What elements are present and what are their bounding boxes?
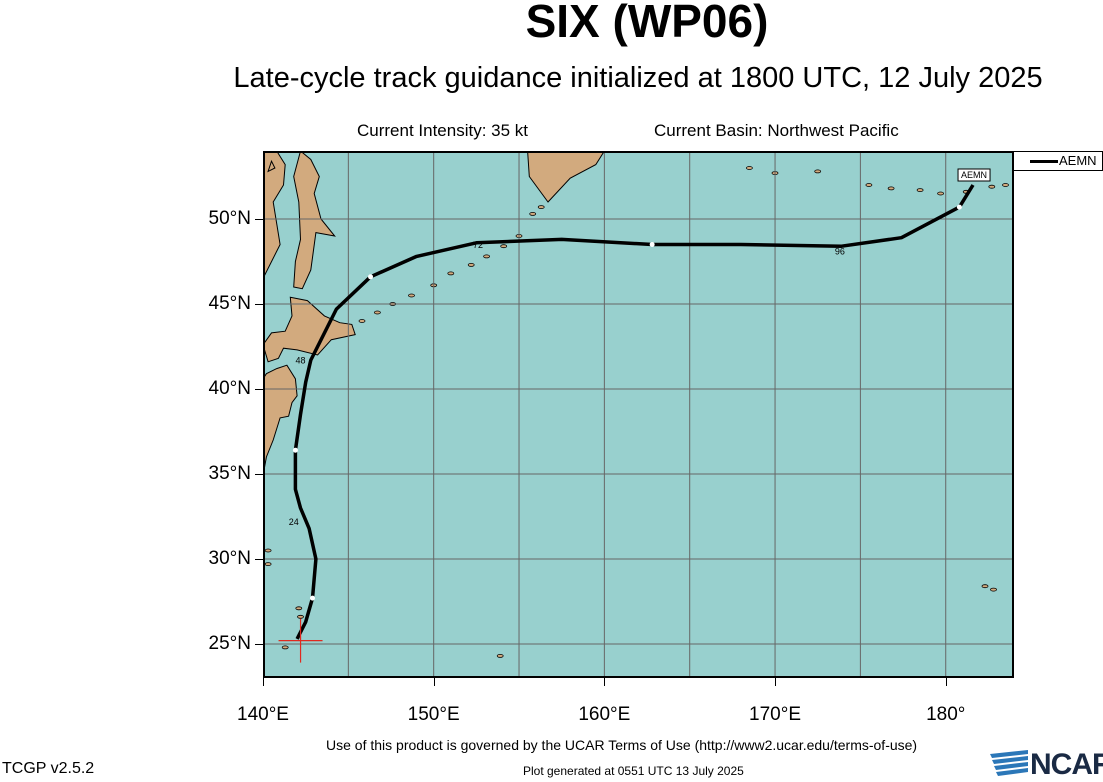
lat-tick-mark: [255, 389, 263, 390]
track-hour-label: 24: [289, 517, 299, 527]
island-16: [865, 183, 873, 187]
lon-tick-label: 150°E: [407, 704, 460, 725]
lat-tick-label: 40°N: [208, 378, 251, 399]
track-line-aemn: [293, 184, 975, 640]
land-mass-2: [263, 296, 356, 363]
lat-tick-mark: [255, 644, 263, 645]
island-18: [916, 188, 924, 192]
lat-tick-label: 50°N: [208, 208, 251, 229]
current-intensity: Current Intensity: 35 kt: [357, 121, 529, 140]
track-hour-label: 72: [473, 240, 483, 250]
lon-tick-label: 180°: [926, 704, 966, 725]
land-mass-3: [293, 151, 336, 290]
lat-tick-mark: [255, 559, 263, 560]
track-map: 24 48 72 96 AEMN: [263, 151, 1014, 678]
plot-generated-time: Plot generated at 0551 UTC 13 July 2025: [523, 764, 744, 778]
island-8: [483, 254, 491, 259]
track-marker: [309, 595, 315, 601]
island-27: [264, 562, 272, 567]
lon-tick-mark: [945, 678, 947, 686]
legend-line-aemn: [1030, 160, 1058, 163]
island-11: [529, 212, 537, 216]
ncar-swoosh-icon: [990, 750, 1028, 776]
track-hour-label: 96: [835, 247, 845, 257]
island-26: [264, 548, 272, 553]
island-23: [297, 614, 304, 619]
track-marker: [956, 204, 962, 210]
legend-label-aemn: AEMN: [1059, 153, 1097, 168]
lat-tick-mark: [255, 474, 263, 475]
island-6: [447, 271, 455, 276]
track-end-label: AEMN: [961, 170, 987, 180]
page-title: SIX (WP06): [525, 0, 769, 47]
track-hour-label: 48: [296, 356, 306, 366]
island-30: [990, 587, 997, 592]
map-frame: [263, 151, 1014, 678]
track-end-label-box: [957, 168, 991, 182]
lon-tick-label: 160°E: [578, 704, 631, 725]
track-marker: [292, 447, 298, 453]
track-marker: [649, 242, 655, 247]
island-4: [408, 293, 415, 298]
lat-tick-mark: [255, 304, 263, 305]
lon-tick-mark: [604, 678, 606, 686]
legend: AEMN: [1013, 151, 1103, 171]
lon-tick-label: 140°E: [237, 704, 289, 725]
island-12: [537, 205, 545, 209]
ncar-logo-text: NCAR: [1030, 748, 1103, 781]
terms-of-use: Use of this product is governed by the U…: [326, 737, 918, 753]
lon-tick-mark: [775, 678, 777, 686]
island-17: [887, 186, 895, 191]
island-1: [358, 319, 366, 323]
lat-tick-label: 45°N: [208, 293, 251, 314]
island-7: [467, 263, 475, 267]
track-marker: [368, 274, 374, 280]
land-mass-4: [527, 151, 605, 203]
version-label: TCGP v2.5.2: [2, 760, 95, 777]
lat-tick-label: 25°N: [208, 633, 251, 654]
page-subtitle: Late-cycle track guidance initialized at…: [233, 62, 1043, 94]
ocean-background: [263, 151, 1014, 678]
island-29: [981, 584, 989, 589]
lat-tick-label: 30°N: [208, 548, 251, 569]
island-22: [1002, 183, 1009, 187]
lon-tick-mark: [263, 678, 264, 686]
island-25: [281, 645, 289, 650]
land-mass-1: [263, 364, 298, 476]
island-21: [988, 184, 996, 189]
island-19: [937, 191, 944, 196]
current-basin: Current Basin: Northwest Pacific: [654, 121, 899, 140]
island-24: [295, 606, 303, 611]
lat-tick-label: 35°N: [208, 463, 251, 484]
island-2: [374, 310, 381, 315]
island-15: [814, 169, 822, 174]
lon-tick-label: 170°E: [749, 704, 802, 725]
island-28: [496, 653, 504, 658]
land-mass-6: [267, 159, 276, 173]
land-mass-5: [263, 151, 286, 279]
lon-tick-mark: [433, 678, 435, 686]
island-13: [745, 166, 753, 170]
lat-tick-mark: [255, 219, 263, 220]
island-9: [500, 244, 508, 249]
